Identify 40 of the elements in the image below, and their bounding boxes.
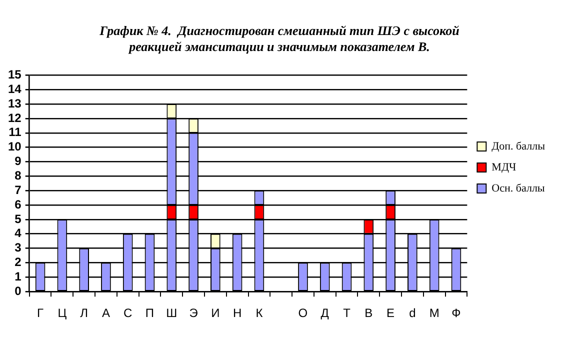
y-tick-label: 12 [8,110,22,125]
x-tick-label: Г [37,306,44,320]
x-tick-label: И [211,306,220,320]
x-tick-label: Е [386,306,395,320]
y-tick-label: 11 [8,125,22,140]
x-tick-label: Л [80,306,88,320]
y-tick-label: 13 [8,96,22,110]
x-tick-label: Ц [58,306,67,320]
x-tick-label: О [298,306,308,320]
y-tick-label: 14 [8,82,22,96]
x-tick-label: d [409,306,416,320]
y-tick-label: 1 [14,269,22,284]
text: реакцией эманситации и значимым показателем В. [129,38,430,54]
x-tick-label: Н [232,306,242,320]
x-tick-label: П [145,306,154,320]
x-tick-label: Ш [166,306,178,320]
y-tick-label: 6 [14,197,22,212]
y-tick-label: 3 [14,240,22,255]
y-tick-label: 15 [8,68,22,82]
x-tick-label: А [102,306,110,320]
y-tick-label: 10 [8,140,22,154]
y-tick-label: 4 [14,226,22,240]
legend-label: Доп. баллы [492,140,546,152]
x-tick-label: Э [189,306,198,320]
text: График № 4. Диагностирован смешанный тип ШЭ с высокой [100,23,460,38]
x-tick-label: Д [320,306,329,320]
x-tick-label: Т [343,306,352,320]
x-tick-label: М [429,306,440,320]
y-tick-label: 0 [14,284,22,298]
legend-label: МДЧ [492,161,516,174]
y-tick-label: 5 [14,212,22,226]
y-tick-label: 9 [14,154,22,168]
x-tick-label: С [124,306,133,320]
y-tick-label: 7 [14,182,22,197]
x-tick-label: В [364,306,373,320]
y-tick-label: 8 [14,168,22,182]
y-tick-label: 2 [14,255,22,270]
x-tick-label: Ф [452,306,461,320]
x-tick-label: К [256,306,263,320]
legend-label: Осн. баллы [492,182,546,194]
